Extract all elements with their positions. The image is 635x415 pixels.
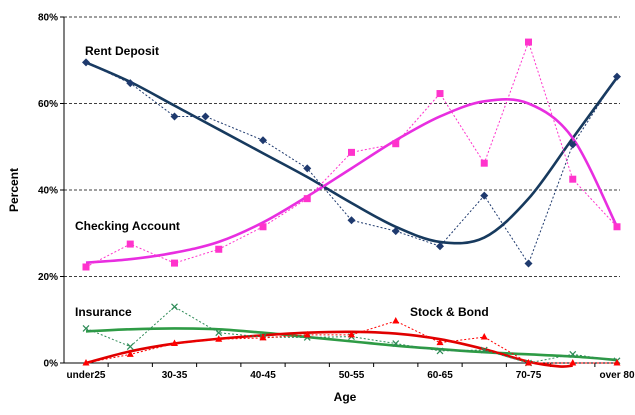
stock-bond-point	[392, 317, 400, 324]
x-tick-label: 50-55	[339, 370, 365, 381]
checking-account-point	[525, 38, 532, 46]
insurance-label: Insurance	[75, 305, 132, 319]
y-axis-title: Percent	[7, 168, 21, 212]
rent-deposit-data-line	[85, 61, 618, 265]
checking-account-point	[171, 259, 178, 267]
x-tick-label: 70-75	[516, 370, 542, 381]
rent-deposit-point	[201, 112, 210, 121]
checking-account-point	[392, 140, 400, 148]
x-tick-label: 40-45	[250, 370, 276, 381]
stock-bond-point	[171, 339, 178, 347]
stock-bond-point	[259, 333, 267, 341]
stock-bond-point	[348, 330, 355, 338]
series-annotations: Rent Deposit Checking Account Insurance Sto…	[75, 44, 489, 319]
rent-deposit-point	[170, 112, 179, 121]
insurance-point	[480, 346, 488, 354]
checking-account-point	[348, 148, 355, 156]
checking-account-point	[82, 263, 90, 271]
stock-bond-point	[436, 338, 444, 346]
rent-deposit-point	[524, 259, 533, 268]
checking-account-point	[215, 245, 223, 253]
stock-bond-point	[126, 350, 134, 357]
rent-deposit-point	[347, 216, 356, 225]
insurance-point	[82, 324, 90, 332]
y-tick-label: 20%	[38, 272, 58, 283]
checking-account-point	[436, 90, 444, 98]
rent-deposit-label: Rent Deposit	[85, 44, 159, 58]
stock-bond-point	[480, 333, 488, 340]
rent-deposit-point	[480, 191, 489, 200]
checking-account-point	[303, 195, 311, 203]
checking-account-point	[126, 240, 134, 248]
rent-deposit-point	[436, 242, 444, 251]
checking-account-trend-line	[85, 98, 619, 264]
x-tick-label: 60-65	[427, 370, 453, 381]
rent-deposit-trend-line	[85, 61, 619, 245]
rent-deposit-point	[391, 227, 400, 236]
stock-bond-point	[569, 359, 577, 366]
checking-account-point	[569, 175, 577, 183]
stock-bond-point	[525, 359, 532, 366]
insurance-point	[171, 303, 178, 311]
insurance-point	[126, 343, 134, 350]
rent-deposit-point	[568, 140, 577, 149]
x-axis-title: Age	[334, 390, 357, 404]
checking-account-point	[480, 159, 488, 167]
y-tick-label: 60%	[38, 99, 58, 110]
y-tick-label: 80%	[38, 13, 58, 24]
insurance-point	[569, 350, 577, 358]
gridlines	[64, 16, 620, 277]
y-tick-label: 0%	[44, 359, 59, 370]
trend-lines	[85, 61, 619, 368]
insurance-point	[436, 347, 444, 355]
tick-labels: 0% 20% 40% 60% 80% under25 30-35 40-45 50-55 60-6…	[38, 13, 635, 382]
checking-account-point	[259, 223, 267, 231]
stock-bond-label: Stock & Bond	[410, 305, 489, 319]
rent-deposit-point	[303, 164, 312, 173]
rent-deposit-point	[126, 79, 135, 88]
insurance-point	[392, 340, 400, 347]
rent-deposit-point	[613, 72, 621, 81]
checking-account-point	[613, 223, 621, 231]
rent-deposit-point	[82, 58, 90, 67]
checking-account-label: Checking Account	[75, 219, 180, 233]
stock-bond-point	[215, 335, 223, 342]
data-series	[82, 38, 621, 367]
insurance-trend-line	[85, 327, 618, 362]
stock-bond-point	[303, 330, 311, 338]
stock-bond-point	[613, 359, 621, 366]
axes	[60, 16, 620, 367]
insurance-point	[215, 329, 223, 337]
stock-bond-point	[82, 359, 90, 366]
x-tick-label: under25	[67, 370, 106, 381]
x-tick-label: over 80	[599, 370, 634, 381]
x-tick-label: 30-35	[162, 370, 188, 381]
rent-deposit-point	[259, 136, 267, 145]
y-tick-label: 40%	[38, 186, 58, 197]
